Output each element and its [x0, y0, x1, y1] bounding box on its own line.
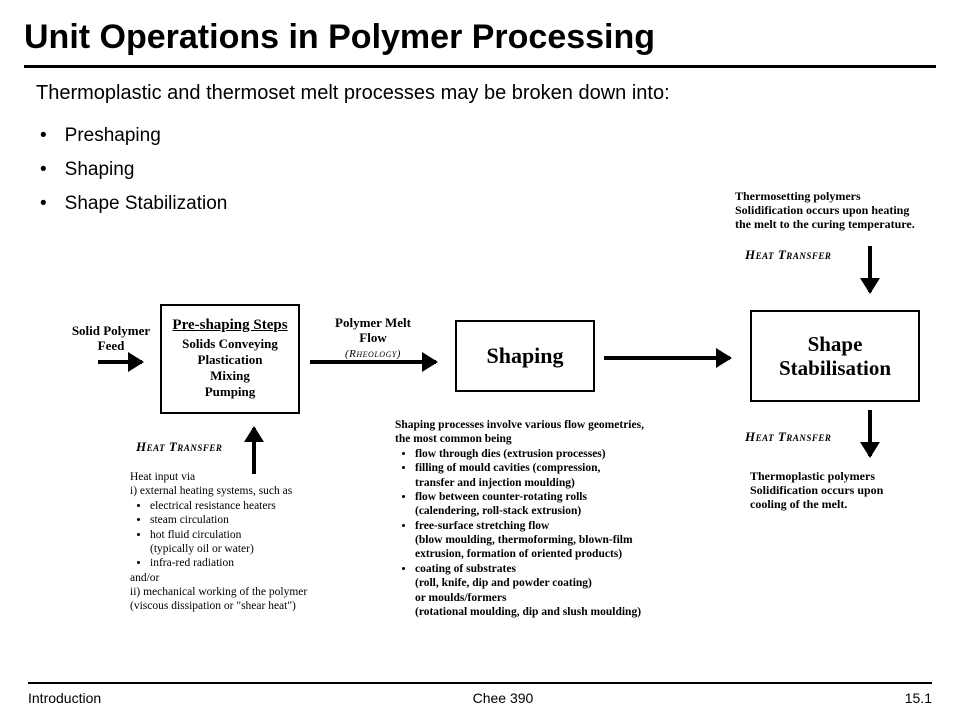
heat-transfer-label: Heat Transfer [136, 440, 222, 455]
thermoplastic-label: Thermoplastic polymers Solidification oc… [750, 470, 940, 511]
arrow-icon [310, 360, 436, 364]
arrow-up-icon [252, 428, 256, 474]
shaping-processes-text: Shaping processes involve various flow g… [395, 418, 715, 619]
footer-right: 15.1 [905, 690, 932, 706]
heat-input-text: Heat input via i) external heating syste… [130, 470, 380, 614]
heat-transfer-label: Heat Transfer [745, 248, 831, 263]
bullet-item: Shaping [40, 153, 240, 187]
footer-rule [28, 682, 932, 684]
thermoset-label: Thermosetting polymers Solidification oc… [735, 190, 945, 231]
bullet-item: Preshaping [40, 119, 240, 153]
page-title: Unit Operations in Polymer Processing [0, 0, 960, 65]
arrow-down-icon [868, 246, 872, 292]
stabilisation-box: Shape Stabilisation [750, 310, 920, 402]
arrow-down-icon [868, 410, 872, 456]
preshaping-box: Pre-shaping Steps Solids Conveying Plast… [160, 304, 300, 414]
footer: Introduction Chee 390 15.1 [0, 674, 960, 720]
feed-label: Solid Polymer Feed [66, 324, 156, 354]
bullet-item: Shape Stabilization [40, 187, 240, 221]
meltflow-label: Polymer Melt Flow (Rheology) [318, 316, 428, 361]
flowchart: Solid Polymer Feed Pre-shaping Steps Sol… [0, 270, 960, 640]
arrow-icon [98, 360, 142, 364]
subtitle: Thermoplastic and thermoset melt process… [0, 68, 960, 113]
arrow-icon [604, 356, 730, 360]
footer-center: Chee 390 [473, 690, 534, 706]
shaping-box: Shaping [455, 320, 595, 392]
footer-left: Introduction [28, 690, 101, 706]
heat-transfer-label: Heat Transfer [745, 430, 831, 445]
